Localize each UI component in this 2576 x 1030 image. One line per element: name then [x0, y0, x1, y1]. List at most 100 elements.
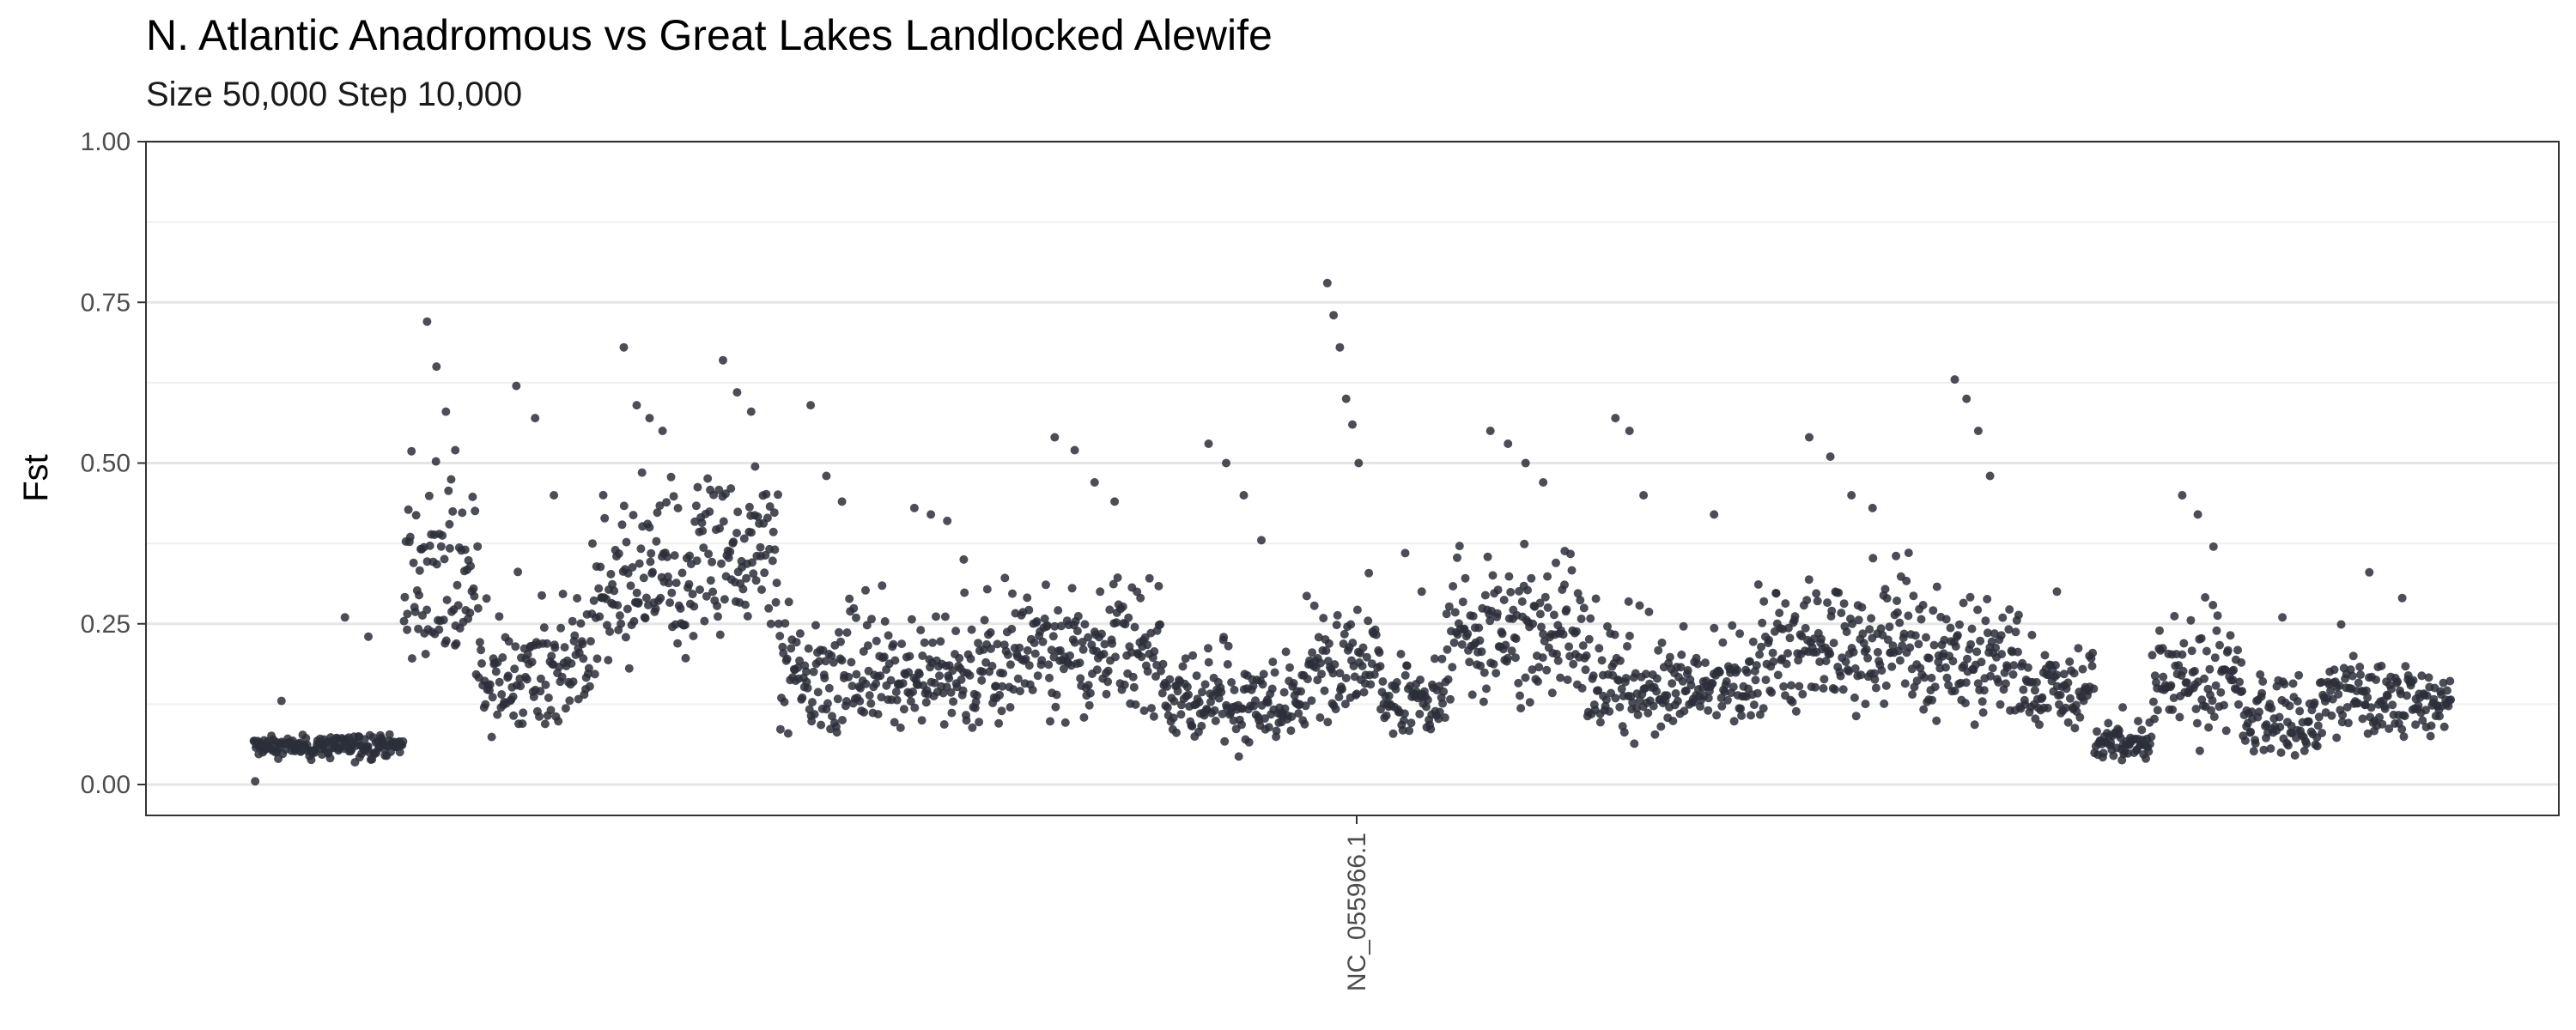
data-point	[1143, 640, 1152, 650]
data-point	[2063, 718, 2073, 727]
data-point	[1525, 698, 1534, 707]
data-point	[1862, 645, 1871, 654]
data-point	[460, 545, 470, 554]
data-point	[2004, 625, 2014, 634]
data-point-peak	[1868, 503, 1877, 512]
data-point	[709, 490, 719, 500]
data-point	[2256, 670, 2265, 679]
data-point	[400, 592, 410, 602]
data-point	[1498, 629, 1507, 639]
data-point-peak	[432, 362, 441, 372]
data-point	[1476, 661, 1485, 670]
data-point	[544, 694, 553, 702]
data-point	[1577, 615, 1586, 623]
data-point	[930, 678, 939, 688]
data-point	[623, 604, 632, 614]
data-point	[301, 734, 311, 742]
data-point	[920, 638, 929, 647]
data-point	[1870, 675, 1880, 684]
data-point	[2288, 679, 2298, 688]
data-point	[1289, 679, 1298, 688]
data-point	[1773, 670, 1783, 680]
data-point	[999, 640, 1009, 650]
data-point	[1973, 605, 1983, 615]
data-point	[395, 748, 404, 757]
data-point	[2069, 669, 2079, 678]
data-point	[1970, 720, 1979, 730]
data-point	[2205, 664, 2215, 674]
data-point	[1712, 711, 1722, 720]
data-point	[2187, 646, 2196, 656]
data-point	[610, 586, 619, 596]
data-point	[1996, 700, 2005, 709]
data-point	[1811, 682, 1820, 692]
data-point	[1880, 585, 1890, 594]
data-point	[1560, 580, 1569, 590]
data-point	[2354, 699, 2363, 708]
data-point	[1453, 553, 1461, 562]
data-point	[1375, 648, 1384, 657]
data-point	[2424, 673, 2433, 682]
data-point	[1227, 678, 1236, 687]
data-point	[589, 596, 598, 605]
data-point	[889, 639, 898, 649]
data-point	[1060, 718, 1070, 727]
data-point	[2099, 748, 2108, 758]
data-point	[1827, 606, 1837, 615]
data-point	[1396, 650, 1406, 658]
y-axis: 0.00 0.25 0.50 0.75 1.00	[81, 128, 146, 799]
data-point	[1722, 695, 1732, 705]
data-point	[884, 631, 893, 640]
data-point	[778, 642, 787, 651]
data-point	[982, 585, 992, 594]
data-point	[645, 523, 654, 532]
data-point	[1348, 639, 1358, 647]
data-point	[1220, 736, 1230, 746]
data-point	[1178, 662, 1188, 671]
data-point	[1547, 688, 1557, 698]
data-point	[1341, 674, 1351, 682]
data-point	[1858, 629, 1868, 639]
data-point	[1198, 688, 1206, 697]
data-point-peak	[719, 355, 727, 365]
data-point	[664, 579, 673, 588]
data-point	[689, 632, 698, 640]
data-point	[2106, 738, 2116, 748]
data-point	[1364, 568, 1374, 578]
data-point	[2226, 631, 2235, 640]
data-point	[966, 654, 975, 663]
data-point	[2211, 681, 2221, 690]
data-point	[2313, 721, 2323, 730]
data-point	[1686, 681, 1696, 690]
data-point	[949, 697, 958, 706]
data-point	[1230, 685, 1239, 694]
data-point-peak	[746, 407, 756, 416]
data-point	[1426, 724, 1436, 734]
data-point	[1904, 611, 1913, 621]
data-point	[585, 682, 594, 691]
data-point	[485, 680, 495, 689]
data-point	[1728, 682, 1738, 692]
data-point	[1751, 676, 1760, 685]
data-point	[2208, 696, 2217, 706]
data-point	[1437, 654, 1447, 663]
data-point	[2011, 627, 2020, 637]
data-point	[1066, 651, 1074, 660]
data-point	[827, 651, 836, 660]
data-point	[1621, 674, 1631, 683]
data-point	[1912, 676, 1922, 686]
data-point	[422, 605, 432, 615]
data-point	[2318, 729, 2327, 737]
data-point	[1013, 674, 1023, 683]
data-point	[628, 563, 637, 572]
data-point	[636, 544, 646, 554]
data-point	[2255, 707, 2263, 717]
data-point	[2439, 722, 2449, 731]
data-point	[1073, 611, 1083, 621]
data-point	[1097, 629, 1106, 639]
data-point-peak	[658, 427, 667, 435]
data-point	[648, 567, 657, 577]
data-point	[410, 607, 420, 616]
data-point	[872, 679, 881, 688]
data-point	[835, 627, 843, 637]
